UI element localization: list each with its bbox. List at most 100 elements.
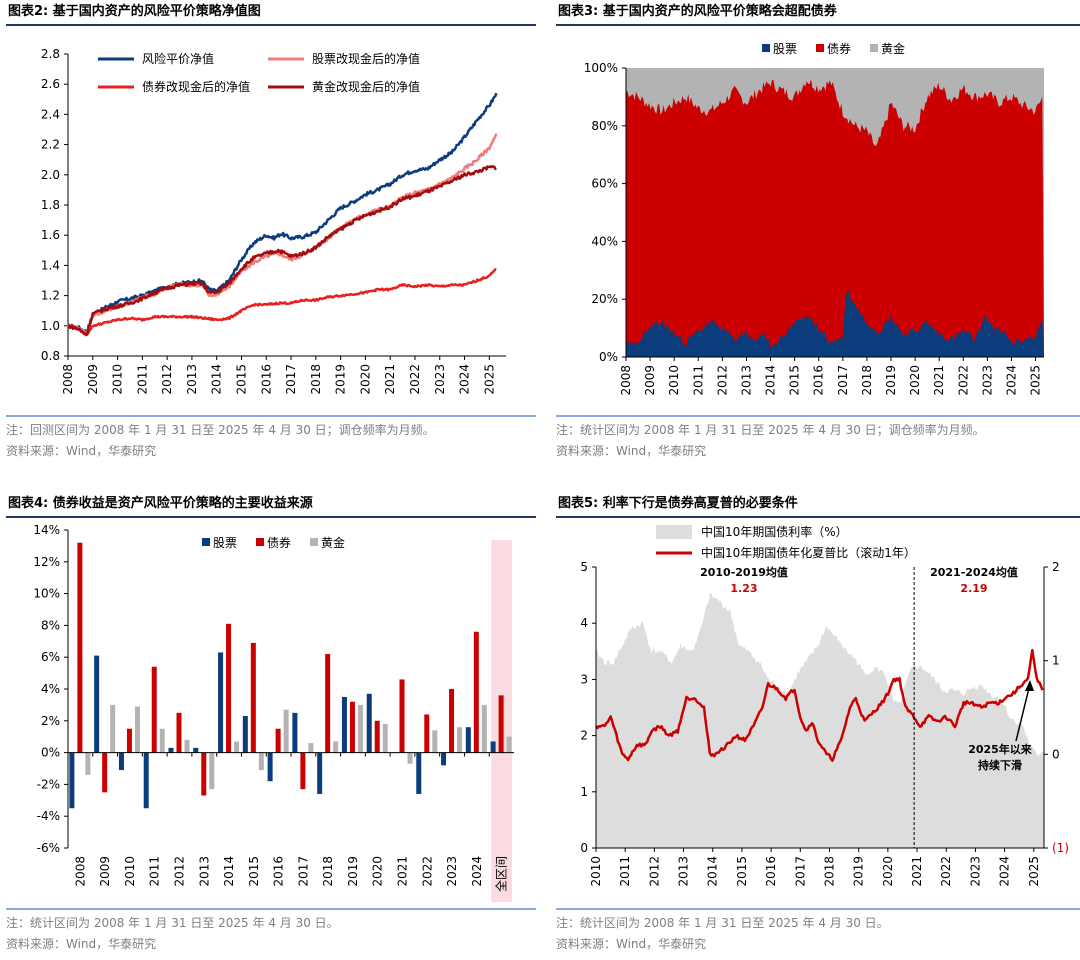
y-tick-label: 2.2 (41, 138, 60, 152)
y-tick-label: 2.8 (41, 47, 60, 61)
x-tick-label: 2020 (881, 856, 895, 887)
x-tick-label: 2021 (383, 364, 397, 395)
annotation-2025-label: 2025年以来 (968, 742, 1033, 756)
x-tick-label: 2023 (445, 856, 459, 887)
x-tick-label: 2009 (98, 856, 112, 887)
x-tick-label: 2012 (160, 364, 174, 395)
x-tick-label: 2009 (643, 365, 657, 396)
bar (374, 720, 380, 753)
y-tick-label: -6% (37, 841, 60, 855)
bar (250, 642, 256, 753)
bar (209, 752, 215, 790)
x-tick-label: 2017 (793, 856, 807, 887)
legend-swatch (202, 538, 210, 546)
bar (176, 712, 182, 753)
x-tick-label: 2023 (980, 365, 994, 396)
y-tick-label: 8% (41, 618, 60, 632)
x-tick-label: 2017 (836, 365, 850, 396)
x-tick-label: 2019 (334, 364, 348, 395)
y-tick-label: 12% (33, 555, 60, 569)
y-tick-label: 2.6 (41, 77, 60, 91)
legend-swatch (256, 538, 264, 546)
x-tick-label: 2021 (932, 365, 946, 396)
annotation-2021-2024-value: 2.19 (960, 582, 987, 595)
bar (226, 623, 232, 753)
x-tick-label: 2014 (706, 856, 720, 887)
legend-label: 股票改现金后的净值 (312, 51, 420, 66)
bar (349, 701, 355, 753)
x-tick-label: 2024 (1004, 365, 1018, 396)
annotation-2010-2019-value: 1.23 (730, 582, 757, 595)
bar (102, 752, 108, 793)
x-tick-label: 2014 (222, 856, 236, 887)
bar (325, 654, 331, 753)
legend-swatch (870, 44, 878, 52)
bar (118, 752, 124, 771)
x-tick-label: 2016 (272, 856, 286, 887)
y-tick-label: 1.4 (41, 258, 60, 272)
x-tick-label: 2012 (173, 856, 187, 887)
x-tick-label: 2015 (234, 364, 248, 395)
figure-4-footnote: 注：统计区间为 2008 年 1 月 31 日至 2025 年 4 月 30 日… (6, 908, 536, 955)
bar (449, 689, 455, 753)
y-tick-label: 2.0 (41, 168, 60, 182)
bar (317, 752, 323, 794)
legend-label-sharpe: 中国10年期国债年化夏普比（滚动1年） (701, 545, 916, 560)
bar (300, 752, 306, 790)
figure-4-source: 资料来源：Wind，华泰研究 (6, 937, 157, 951)
figure-4-panel: 图表4: 债券收益是资产风险平价策略的主要收益来源 -6% -4% -2% 0% 2% 4… (6, 494, 536, 960)
bar (193, 747, 199, 753)
x-tick-label: 2018 (309, 364, 323, 395)
bar (292, 712, 298, 753)
x-tick-label: 2023 (433, 364, 447, 395)
y-tick-label: 2% (41, 714, 60, 728)
x-tick-label: 2018 (822, 856, 836, 887)
x-tick-label: 2019 (884, 365, 898, 396)
legend-label-rate: 中国10年期国债利率（%） (701, 524, 848, 539)
legend-label: 债券改现金后的净值 (142, 79, 250, 94)
bar (498, 695, 504, 753)
bar (69, 752, 75, 809)
x-tick-label: 2020 (358, 364, 372, 395)
y-tick-label: 0% (599, 350, 618, 364)
bar (258, 752, 264, 771)
y-tick-label: 40% (591, 234, 618, 248)
bar (94, 655, 100, 753)
y-tick-label: 1.8 (41, 198, 60, 212)
figure-2-note: 注：回测区间为 2008 年 1 月 31 日至 2025 年 4 月 30 日… (6, 423, 435, 437)
x-tick-label: 2014 (210, 364, 224, 395)
x-tick-label: 2017 (284, 364, 298, 395)
bar (159, 728, 165, 753)
x-tick-label: 2019 (346, 856, 360, 887)
bar (134, 706, 140, 753)
legend-label: 风险平价净值 (142, 51, 214, 66)
figure-5-title: 图表5: 利率下行是债券高夏普的必要条件 (556, 494, 1080, 518)
y-left-tick-label: 2 (580, 729, 588, 743)
x-tick-label: 2011 (135, 364, 149, 395)
y-tick-label: 0% (41, 746, 60, 760)
x-tick-label: 2013 (677, 856, 691, 887)
x-tick-label: 2016 (812, 365, 826, 396)
x-tick-label: 2010 (123, 856, 137, 887)
figure-2-title: 图表2: 基于国内资产的风险平价策略净值图 (6, 2, 536, 26)
x-tick-label: 2022 (956, 365, 970, 396)
x-tick-label: 2008 (61, 364, 75, 395)
y-tick-label: 0.8 (41, 349, 60, 363)
figure-2-source: 资料来源：Wind，华泰研究 (6, 444, 157, 458)
series-line (67, 92, 498, 334)
x-tick-label: 2022 (420, 856, 434, 887)
bar (490, 741, 496, 753)
figure-4-title: 图表4: 债券收益是资产风险平价策略的主要收益来源 (6, 494, 536, 518)
x-tick-label: 2011 (691, 365, 705, 396)
x-tick-label: 2017 (296, 856, 310, 887)
y-tick-label: 1.0 (41, 319, 60, 333)
figure-4-chart: -6% -4% -2% 0% 2% 4% 6% 8% 10% 12% 14% 2008 2009 2010… (33, 523, 514, 902)
x-tick-label: 2022 (939, 856, 953, 887)
bar (283, 709, 289, 753)
x-tick-label: 2024 (998, 856, 1012, 887)
bar (234, 741, 240, 753)
bar (308, 743, 314, 753)
y-tick-label: -4% (37, 809, 60, 823)
legend-swatch (762, 44, 770, 52)
x-tick-label: 2012 (715, 365, 729, 396)
